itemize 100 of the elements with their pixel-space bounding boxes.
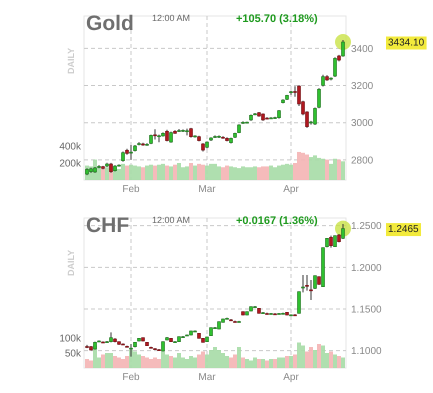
x-tick-label: Feb [122,372,140,383]
bar [313,350,317,368]
x-tick-label: Feb [122,184,140,195]
bar [257,359,261,368]
bar [221,353,225,368]
bar [321,346,325,368]
chart-subtitle: +105.70 (3.18%) [236,13,318,25]
bar [153,166,157,180]
candlestick [317,88,321,109]
x-tick-label: Apr [283,184,300,195]
bar [285,356,289,368]
bar [161,164,165,180]
bar [101,168,105,180]
candlestick [129,144,133,160]
bar [165,166,169,180]
bar [205,166,209,180]
bar [297,342,301,368]
bar [305,154,309,180]
bar [273,359,277,368]
candlestick [341,224,345,240]
bar [165,354,169,368]
bar [197,354,201,368]
bar [341,358,345,368]
bar [177,163,181,180]
candlestick [189,127,193,138]
y-tick-label: 3200 [351,81,374,92]
annotation: 12:00 AM [152,13,190,23]
bar [257,167,261,180]
y2-tick-label: 100k [59,334,82,344]
bar [201,164,205,180]
candlestick [121,151,125,162]
y2-tick-label: 400k [59,142,82,153]
bar [337,160,341,180]
bar [149,164,153,180]
bar [169,356,173,368]
bar [217,166,221,180]
bar [157,359,161,368]
chart-title: CHF [86,214,130,237]
bar [201,352,205,368]
bar [113,356,117,368]
bar [185,166,189,180]
bar [289,164,293,180]
bar [193,358,197,368]
text: 1.2465 [388,224,420,236]
bar [157,164,161,180]
bar [173,164,177,180]
y2-tick-label: 200k [59,158,82,170]
bar [317,344,321,368]
x-tick-label: Mar [198,372,216,383]
y-tick-label: 1.1000 [351,346,382,358]
bar [309,157,313,180]
bar [125,356,129,368]
x-tick-label: Mar [198,184,216,195]
bar [193,166,197,180]
bar [277,358,281,368]
bar [341,161,345,180]
text: 3434.10 [388,38,425,49]
candlestick [313,106,317,126]
candlestick [165,129,169,142]
bar [101,354,105,368]
bar [325,160,329,180]
bar [137,166,141,180]
bar [269,359,273,368]
bar [221,167,225,180]
bar [297,152,301,180]
bar [333,158,337,180]
bar [189,163,193,180]
candlestick [109,332,113,343]
y2-tick-label: 50k [64,348,82,360]
bar [161,352,165,368]
bar [145,166,149,180]
bar [133,352,137,368]
bar [301,346,305,368]
bar [129,164,133,180]
y-tick-label: 2800 [351,155,374,166]
bar [225,356,229,368]
bar [169,166,173,180]
bar [321,158,325,180]
candlestick [169,131,173,144]
bar [197,164,201,180]
y-tick-label: 1.1500 [351,304,382,316]
bar [141,356,145,368]
bar [245,359,249,368]
bar [137,354,141,368]
bar [209,350,213,368]
bar [125,166,129,180]
bar [229,358,233,368]
bar [309,347,313,368]
x-tick-label: Apr [283,372,300,383]
bar [337,356,341,368]
y-tick-label: 3000 [351,118,374,130]
y-tick-label: 1.2500 [351,221,382,232]
bar [233,354,237,368]
bar [229,166,233,180]
bar [121,164,125,180]
chart-subtitle: +0.0167 (1.36%) [236,215,318,227]
bar [329,352,333,368]
candlestick [153,128,157,140]
bar [85,359,89,368]
candlestick [341,39,345,58]
